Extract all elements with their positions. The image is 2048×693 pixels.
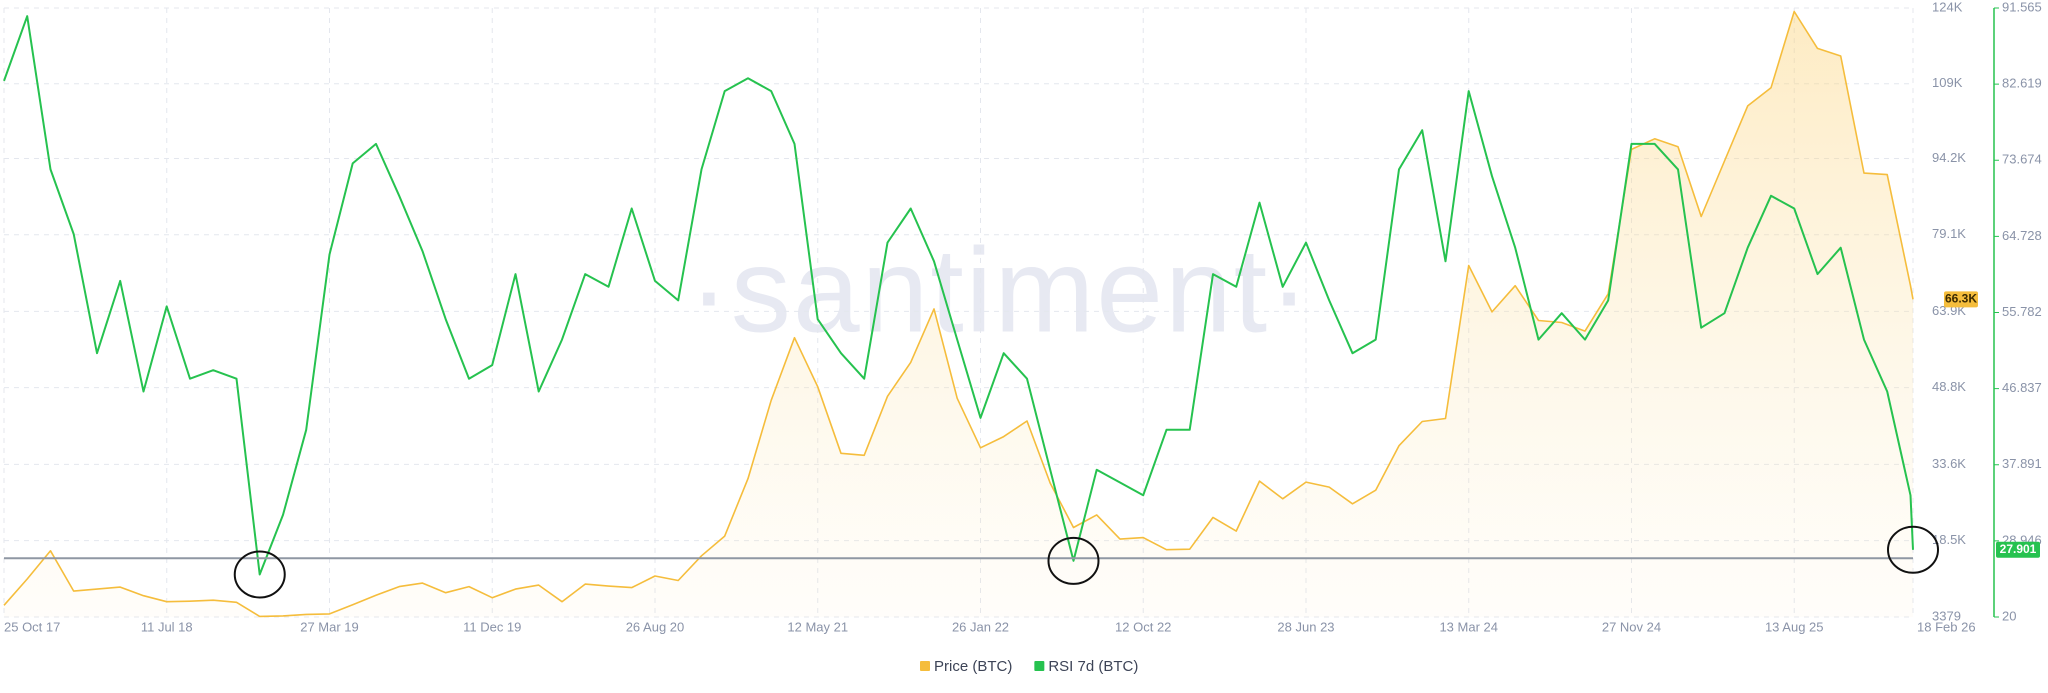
watermark: ·santiment· (689, 224, 1311, 358)
y-tick-label: 124K (1932, 0, 1963, 14)
price-area (4, 11, 1913, 617)
legend-label: RSI 7d (BTC) (1048, 658, 1138, 675)
legend-swatch (920, 661, 930, 671)
x-tick-label: 27 Nov 24 (1602, 619, 1661, 634)
highlight-circle (1887, 525, 1939, 574)
y2-tick-label: 64.728 (2002, 228, 2042, 243)
y2-tick-label: 46.837 (2002, 380, 2042, 395)
x-tick-label: 13 Aug 25 (1765, 619, 1824, 634)
x-tick-label: 18 Feb 26 (1917, 619, 1976, 634)
x-tick-label: 28 Jun 23 (1277, 619, 1334, 634)
y2-tick-label: 91.565 (2002, 0, 2042, 14)
y-tick-label: 79.1K (1932, 226, 1966, 241)
last-value-badge (1996, 541, 2040, 558)
highlight-circle (233, 550, 286, 599)
x-tick-label: 11 Jul 18 (141, 619, 193, 634)
last-value-badge (1944, 291, 1978, 308)
x-tick-label: 13 Mar 24 (1439, 619, 1498, 634)
y-tick-label: 3379 (1932, 608, 1961, 623)
x-tick-label: 25 Oct 17 (4, 619, 60, 634)
y2-tick-label: 55.782 (2002, 304, 2042, 319)
rsi-line (3, 15, 1914, 576)
legend-label: Price (BTC) (934, 658, 1012, 675)
x-tick-label: 12 Oct 22 (1115, 619, 1171, 634)
x-tick-label: 12 May 21 (787, 619, 848, 634)
y-tick-label: 109K (1932, 75, 1963, 90)
y-tick-label: 18.5K (1932, 532, 1966, 547)
x-tick-label: 26 Jan 22 (952, 619, 1009, 634)
y2-tick-label: 73.674 (2002, 152, 2042, 167)
x-tick-label: 26 Aug 20 (626, 619, 685, 634)
legend-swatch (1034, 661, 1045, 671)
y-tick-label: 33.6K (1932, 456, 1966, 471)
x-tick-label: 11 Dec 19 (463, 619, 521, 634)
y2-tick-label: 20 (2002, 608, 2016, 623)
y2-tick-label: 82.619 (2002, 76, 2042, 91)
highlight-circle (1047, 536, 1100, 585)
x-tick-label: 27 Mar 19 (300, 619, 359, 634)
y-tick-label: 48.8K (1932, 379, 1966, 394)
last-value-label: 27.901 (2000, 542, 2037, 556)
last-value-label: 66.3K (1945, 291, 1977, 305)
y-tick-label: 94.2K (1932, 150, 1966, 165)
y2-tick-label: 37.891 (2002, 456, 2042, 471)
